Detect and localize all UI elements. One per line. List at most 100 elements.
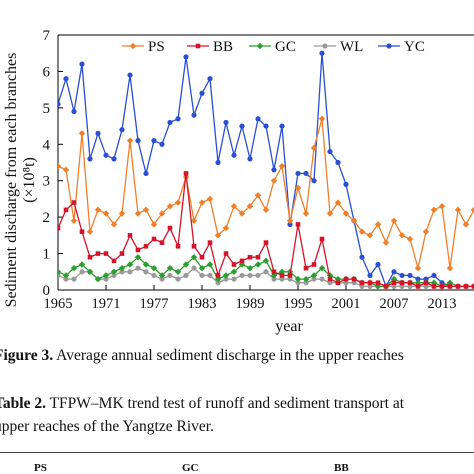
data-point-yc — [295, 170, 301, 177]
data-point-gc — [58, 268, 62, 275]
data-point-wl — [303, 280, 309, 286]
data-point-bb — [383, 284, 389, 289]
data-point-ps — [438, 203, 446, 210]
data-point-wl — [175, 276, 181, 282]
x-tick-label: 2013 — [428, 296, 457, 312]
data-point-ps — [422, 228, 430, 235]
data-point-ps — [406, 235, 414, 243]
data-point-bb — [319, 236, 325, 242]
figure-caption: Figure 3. Average annual sediment discha… — [0, 347, 404, 365]
data-point-yc — [367, 272, 373, 279]
data-point-ps — [454, 206, 462, 214]
data-point-bb — [135, 247, 141, 253]
x-tick-label: 2007 — [380, 296, 409, 312]
data-point-ps — [470, 206, 474, 214]
legend-marker-yc — [386, 43, 392, 49]
data-point-gc — [238, 261, 246, 268]
data-point-gc — [62, 272, 70, 279]
data-point-wl — [135, 265, 141, 271]
table-caption-line2: upper reaches of the Yangtze River. — [0, 418, 214, 435]
legend-label-wl: WL — [340, 39, 363, 55]
data-point-yc — [391, 269, 397, 275]
data-point-yc — [271, 167, 277, 173]
x-tick-label: 1977 — [140, 296, 169, 312]
data-point-ps — [222, 224, 230, 232]
data-point-gc — [158, 272, 166, 279]
data-point-wl — [239, 272, 245, 279]
data-point-wl — [295, 280, 301, 286]
data-point-bb — [431, 284, 437, 289]
y-axis-title: Sediment discharge from each branches (×… — [3, 20, 39, 340]
data-point-bb — [215, 273, 221, 278]
data-point-ps — [366, 232, 374, 239]
x-axis-title: year — [275, 318, 303, 335]
data-point-gc — [222, 272, 230, 279]
data-point-gc — [86, 268, 94, 275]
data-point-yc — [135, 138, 141, 144]
data-point-bb — [191, 243, 197, 249]
plot-area — [58, 50, 474, 290]
y-tick-label: 7 — [43, 28, 51, 44]
data-point-bb — [167, 225, 173, 231]
data-point-bb — [143, 243, 149, 249]
data-point-bb — [127, 233, 133, 238]
data-point-yc — [127, 72, 133, 78]
data-point-bb — [87, 254, 93, 260]
data-point-yc — [279, 123, 285, 129]
data-point-bb — [303, 265, 309, 271]
data-point-gc — [78, 261, 86, 268]
data-point-wl — [167, 272, 173, 279]
data-point-yc — [423, 276, 429, 282]
data-point-wl — [279, 276, 285, 282]
data-point-ps — [166, 203, 174, 210]
data-point-yc — [439, 280, 445, 286]
table-text-line1: TFPW–MK trend test of runoff and sedimen… — [45, 395, 405, 412]
data-point-yc — [119, 127, 125, 133]
data-point-bb — [95, 251, 101, 256]
data-point-ps — [102, 210, 110, 217]
data-point-bb — [359, 280, 365, 286]
data-point-gc — [230, 268, 238, 275]
data-point-ps — [78, 130, 86, 137]
data-point-gc — [254, 261, 262, 268]
data-point-bb — [199, 254, 205, 260]
data-point-bb — [247, 254, 253, 260]
data-point-ps — [358, 228, 366, 235]
data-point-yc — [359, 254, 365, 260]
data-point-ps — [142, 206, 150, 214]
data-point-gc — [102, 272, 110, 279]
data-point-ps — [294, 184, 302, 192]
data-point-wl — [311, 276, 317, 282]
data-point-ps — [206, 195, 214, 203]
data-point-bb — [207, 240, 213, 245]
data-point-yc — [151, 138, 157, 144]
legend-marker-wl — [322, 43, 328, 49]
data-point-yc — [375, 261, 381, 268]
data-point-gc — [310, 272, 318, 279]
data-point-bb — [407, 280, 413, 286]
data-point-yc — [415, 276, 421, 282]
y-axis-unit: (×10⁸t) — [21, 157, 38, 203]
data-point-bb — [111, 258, 117, 264]
data-point-bb — [367, 280, 373, 286]
data-point-wl — [327, 280, 333, 286]
data-point-bb — [327, 276, 333, 282]
legend-marker-bb — [195, 43, 201, 49]
data-point-yc — [327, 148, 333, 155]
data-point-wl — [207, 272, 213, 279]
data-point-bb — [471, 284, 474, 289]
data-point-wl — [215, 280, 221, 286]
data-point-bb — [79, 229, 85, 235]
x-tick-label: 1995 — [284, 296, 313, 312]
data-point-yc — [407, 272, 413, 279]
x-tick-label: 1983 — [188, 296, 217, 312]
data-point-ps — [318, 115, 326, 122]
data-point-bb — [183, 171, 189, 176]
data-point-bb — [439, 284, 445, 289]
data-point-yc — [207, 76, 213, 82]
data-point-ps — [70, 217, 78, 224]
data-point-gc — [206, 261, 214, 268]
data-point-yc — [263, 123, 269, 129]
data-point-yc — [231, 152, 237, 158]
data-point-ps — [190, 217, 198, 224]
